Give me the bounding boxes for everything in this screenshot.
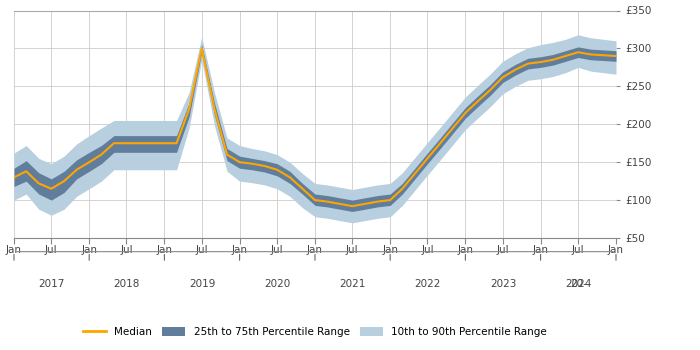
Text: 2020: 2020 (264, 279, 290, 289)
Text: 2022: 2022 (414, 279, 441, 289)
Text: 2019: 2019 (189, 279, 215, 289)
Text: 2021: 2021 (340, 279, 366, 289)
Legend: Median, 25th to 75th Percentile Range, 10th to 90th Percentile Range: Median, 25th to 75th Percentile Range, 1… (78, 321, 552, 342)
Text: 2023: 2023 (490, 279, 516, 289)
Text: 2017: 2017 (38, 279, 65, 289)
Text: 20-: 20- (570, 279, 587, 289)
Text: 2018: 2018 (113, 279, 140, 289)
Text: 2024: 2024 (565, 279, 592, 289)
